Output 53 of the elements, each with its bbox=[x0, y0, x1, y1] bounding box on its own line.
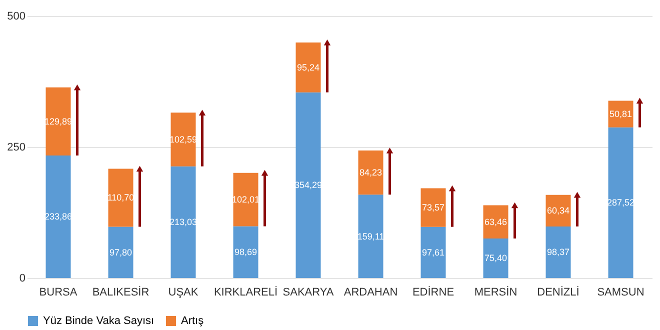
bar bbox=[233, 226, 258, 278]
bar bbox=[296, 92, 321, 278]
y-tick-label: 500 bbox=[7, 10, 26, 22]
bar bbox=[483, 205, 508, 238]
data-label: 84,23 bbox=[359, 168, 382, 178]
y-tick-label: 250 bbox=[7, 142, 26, 154]
data-label: 98,37 bbox=[546, 247, 570, 258]
legend-label: Artış bbox=[181, 315, 204, 327]
data-label: 129,89 bbox=[44, 116, 72, 126]
bar bbox=[170, 166, 196, 278]
data-label: 60,34 bbox=[546, 206, 570, 216]
data-label: 97,80 bbox=[109, 247, 132, 258]
bar bbox=[608, 127, 634, 278]
x-tick-label: EDİRNE bbox=[412, 286, 454, 298]
y-tick-label: 0 bbox=[19, 272, 26, 284]
bar bbox=[546, 194, 571, 226]
bar bbox=[420, 226, 446, 278]
data-label: 102,59 bbox=[169, 134, 198, 144]
x-tick-label: UŞAK bbox=[168, 286, 199, 298]
bar bbox=[483, 238, 508, 278]
x-tick-label: DENİZLİ bbox=[537, 286, 580, 298]
data-label: 63,46 bbox=[484, 216, 508, 227]
x-tick-label: MERSİN bbox=[474, 286, 518, 298]
bar bbox=[46, 155, 71, 278]
data-label: 287,52 bbox=[606, 198, 635, 208]
x-tick-label: BALIKESİR bbox=[92, 286, 150, 298]
bar bbox=[296, 42, 321, 92]
x-tick-label: BURSA bbox=[39, 286, 78, 298]
data-label: 75,40 bbox=[484, 253, 508, 264]
bar bbox=[46, 87, 71, 156]
x-tick-label: SAKARYA bbox=[282, 286, 334, 298]
bar bbox=[546, 226, 571, 278]
bar bbox=[358, 194, 384, 278]
bar bbox=[358, 150, 384, 195]
data-label: 97,61 bbox=[422, 247, 445, 258]
data-label: 98,69 bbox=[234, 247, 258, 258]
data-label: 73,57 bbox=[422, 202, 445, 213]
data-label: 50,81 bbox=[609, 109, 632, 120]
bar bbox=[233, 172, 258, 226]
x-tick-label: KIRKLARELİ bbox=[214, 286, 278, 298]
data-label: 102,01 bbox=[232, 194, 260, 205]
bar bbox=[108, 226, 134, 278]
bar bbox=[608, 100, 634, 128]
data-label: 110,70 bbox=[107, 192, 134, 203]
bar bbox=[108, 168, 134, 227]
legend-label: Yüz Binde Vaka Sayısı bbox=[43, 315, 154, 327]
data-label: 95,24 bbox=[296, 62, 320, 72]
x-tick-label: SAMSUN bbox=[597, 286, 644, 298]
bar bbox=[420, 188, 446, 227]
data-label: 159,11 bbox=[357, 231, 384, 242]
data-label: 233,86 bbox=[44, 212, 72, 222]
x-tick-label: ARDAHAN bbox=[344, 286, 398, 298]
bar bbox=[170, 112, 196, 166]
